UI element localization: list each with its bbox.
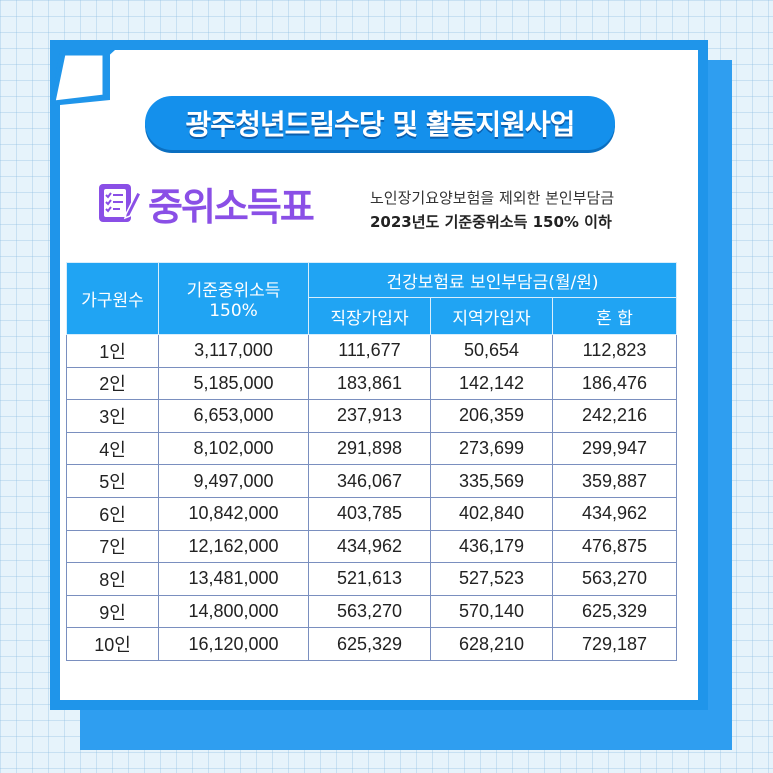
table-cell: 186,476 [551, 366, 678, 401]
table-row: 7인 12,162,000 434,962 436,179 476,875 [66, 529, 678, 564]
table-cell: 3,117,000 [158, 334, 309, 368]
table-cell: 5인 [66, 464, 159, 498]
header-median-income: 기준중위소득 150% [158, 262, 309, 335]
table-cell: 291,898 [308, 431, 431, 466]
table-body: 1인 3,117,000 111,677 50,654 112,823 2인 5,185,0… [66, 334, 678, 661]
title-banner: 광주청년드림수당 및 활동지원사업 [145, 96, 615, 150]
table-cell: 6인 [66, 496, 159, 531]
table-cell: 563,270 [551, 562, 678, 596]
table-cell: 10인 [66, 627, 159, 661]
table-cell: 9,497,000 [158, 464, 309, 498]
table-cell: 434,962 [308, 529, 431, 564]
table-cell: 625,329 [551, 594, 678, 629]
folded-corner-icon [50, 50, 110, 106]
table-cell: 206,359 [430, 399, 553, 433]
header-household: 가구원수 [66, 262, 159, 335]
table-row: 3인 6,653,000 237,913 206,359 242,216 [66, 399, 678, 433]
table-cell: 434,962 [551, 496, 678, 531]
table-cell: 2인 [66, 366, 159, 401]
table-cell: 436,179 [430, 529, 553, 564]
table-cell: 9인 [66, 594, 159, 629]
header-median-income-line1: 기준중위소득 [186, 281, 281, 301]
table-cell: 402,840 [430, 496, 553, 531]
table-cell: 335,569 [430, 464, 553, 498]
table-cell: 563,270 [308, 594, 431, 629]
table-cell: 729,187 [551, 627, 678, 661]
table-cell: 299,947 [551, 431, 678, 466]
table-cell: 10,842,000 [158, 496, 309, 531]
note-line-1: 노인장기요양보험을 제외한 본인부담금 [370, 189, 615, 207]
table-cell: 183,861 [308, 366, 431, 401]
table-cell: 476,875 [551, 529, 678, 564]
table-row: 6인 10,842,000 403,785 402,840 434,962 [66, 496, 678, 531]
table-cell: 570,140 [430, 594, 553, 629]
table-cell: 527,523 [430, 562, 553, 596]
page-title: 광주청년드림수당 및 활동지원사업 [185, 108, 576, 141]
header-premium-group: 건강보험료 보인부담금(월/원) [307, 262, 678, 298]
table-cell: 359,887 [551, 464, 678, 498]
table-row: 8인 13,481,000 521,613 527,523 563,270 [66, 562, 678, 596]
table-cell: 628,210 [430, 627, 553, 661]
table-cell: 4인 [66, 431, 159, 466]
table-cell: 142,142 [430, 366, 553, 401]
table-cell: 8인 [66, 562, 159, 596]
table-cell: 6,653,000 [158, 399, 309, 433]
table-cell: 111,677 [308, 334, 431, 368]
table-cell: 403,785 [308, 496, 431, 531]
note-line-2: 2023년도 기준중위소득 150% 이하 [370, 213, 612, 231]
table-cell: 3인 [66, 399, 159, 433]
header-median-income-line2: 150% [209, 301, 258, 321]
header-regional: 지역가입자 [430, 297, 553, 335]
table-cell: 50,654 [430, 334, 553, 368]
median-income-table: 가구원수 기준중위소득 150% 건강보험료 보인부담금(월/원) 직장가입자 … [66, 262, 678, 661]
table-cell: 14,800,000 [158, 594, 309, 629]
table-cell: 237,913 [308, 399, 431, 433]
memo-checklist-icon [99, 184, 142, 222]
table-cell: 12,162,000 [158, 529, 309, 564]
header-employee: 직장가입자 [308, 297, 431, 335]
table-row: 1인 3,117,000 111,677 50,654 112,823 [66, 334, 678, 368]
header-mixed: 혼 합 [551, 297, 678, 335]
section-title: 중위소득표 [148, 185, 315, 229]
table-cell: 16,120,000 [158, 627, 309, 661]
table-cell: 7인 [66, 529, 159, 564]
table-cell: 346,067 [308, 464, 431, 498]
table-cell: 273,699 [430, 431, 553, 466]
table-row: 4인 8,102,000 291,898 273,699 299,947 [66, 431, 678, 466]
table-cell: 625,329 [308, 627, 431, 661]
table-row: 5인 9,497,000 346,067 335,569 359,887 [66, 464, 678, 498]
table-row: 10인 16,120,000 625,329 628,210 729,187 [66, 627, 678, 661]
table-cell: 8,102,000 [158, 431, 309, 466]
table-cell: 112,823 [551, 334, 678, 368]
table-cell: 13,481,000 [158, 562, 309, 596]
table-cell: 5,185,000 [158, 366, 309, 401]
table-cell: 1인 [66, 334, 159, 368]
table-row: 9인 14,800,000 563,270 570,140 625,329 [66, 594, 678, 629]
table-cell: 242,216 [551, 399, 678, 433]
table-row: 2인 5,185,000 183,861 142,142 186,476 [66, 366, 678, 401]
table-cell: 521,613 [308, 562, 431, 596]
